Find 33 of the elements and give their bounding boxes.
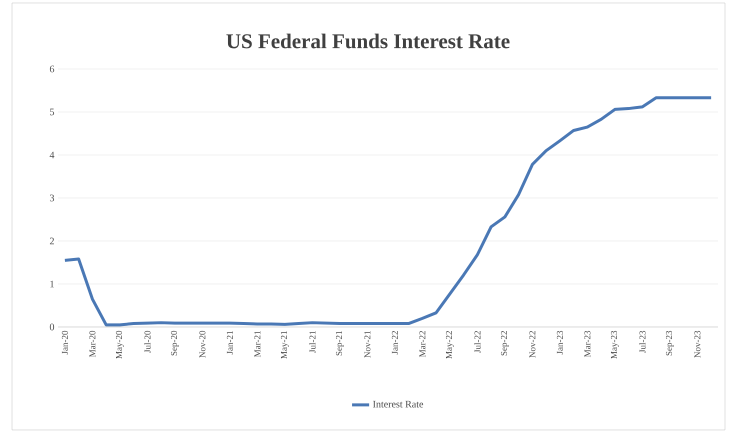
x-tick-label: May-21: [280, 331, 289, 359]
x-tick-label: Mar-22: [419, 331, 426, 358]
y-tick-label: 3: [50, 194, 54, 202]
x-tick-label: May-23: [610, 330, 619, 359]
y-tick-label: 2: [50, 238, 54, 244]
x-tick-label: Jan-20: [62, 330, 68, 354]
x-tick-label: Jul-23: [639, 330, 646, 353]
legend-label: Interest Rate: [372, 400, 424, 408]
x-tick-label: May-22: [446, 331, 454, 359]
x-tick-label: Jan-21: [226, 331, 233, 354]
y-tick-label: 0: [50, 324, 54, 330]
x-tick-label: Nov-20: [199, 330, 206, 358]
x-tick-label: Sep-23: [666, 330, 674, 356]
x-tick-label: Sep-20: [170, 330, 179, 356]
y-tick-label: 4: [50, 152, 54, 158]
x-tick-label: Sep-21: [336, 331, 344, 356]
y-tick-label: 6: [50, 66, 54, 72]
x-tick-label: Nov-23: [694, 330, 700, 358]
x-tick-label: Jan-22: [392, 331, 398, 354]
x-tick-label: Jan-23: [556, 330, 563, 354]
x-tick-label: Nov-22: [529, 331, 536, 358]
chart-title: US Federal Funds Interest Rate: [226, 34, 510, 48]
y-tick-label: 1: [50, 280, 54, 288]
y-tick-label: 5: [50, 108, 54, 116]
x-tick-label: Jul-21: [309, 331, 316, 353]
x-tick-label: Jul-20: [144, 330, 151, 353]
x-tick-label: May-20: [116, 330, 124, 359]
x-tick-label: Sep-22: [500, 331, 509, 356]
x-tick-label: Mar-21: [254, 331, 260, 358]
x-tick-label: Jul-22: [474, 331, 481, 353]
x-tick-label: Mar-20: [89, 330, 96, 358]
x-tick-label: Nov-21: [364, 331, 370, 358]
x-tick-label: Mar-23: [584, 330, 590, 358]
